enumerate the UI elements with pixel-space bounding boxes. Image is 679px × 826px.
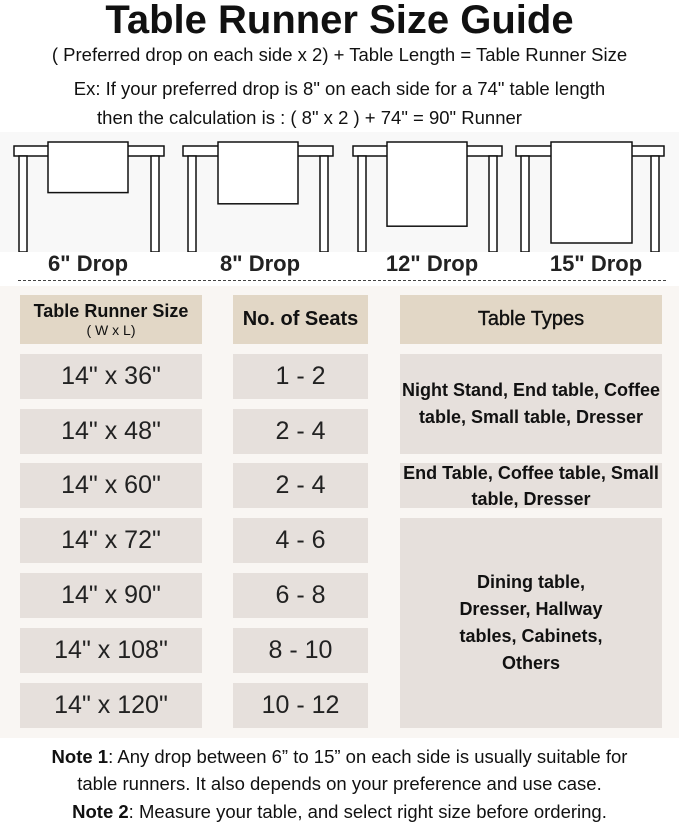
header-size-label: Table Runner Size [33,301,189,321]
header-size-sub: ( W x L) [86,322,136,338]
size-table: Table Runner Size ( W x L) No. of Seats … [0,286,679,738]
types-cell: Night Stand, End table, Coffee table, Sm… [400,354,662,454]
note-1-label: Note 1 [51,746,109,767]
example-line-2: then the calculation is : ( 8" x 2 ) + 7… [97,107,522,128]
types-cell: Dining table, Dresser, Hallway tables, C… [400,518,662,728]
table-with-runner-icon [13,141,165,253]
page-title: Table Runner Size Guide [105,0,574,42]
table-with-runner-icon [182,141,334,253]
seats-cell: 8 - 10 [233,628,368,673]
table-with-runner-icon [515,141,665,253]
drop-label-15: 15" Drop [549,251,643,276]
size-cell: 14" x 90" [20,573,202,618]
header-seats: No. of Seats [233,295,368,344]
formula: ( Preferred drop on each side x 2) + Tab… [51,44,628,65]
size-cell: 14" x 72" [20,518,202,563]
seats-cell: 2 - 4 [233,463,368,508]
seats-cell: 10 - 12 [233,683,368,728]
size-cell: 14" x 60" [20,463,202,508]
example-line-1: Ex: If your preferred drop is 8" on each… [73,78,606,99]
seats-cell: 1 - 2 [233,354,368,399]
table-with-runner-icon [352,141,503,253]
note-1-cont: table runners. It also depends on your p… [77,773,602,794]
note-2-label: Note 2 [72,801,129,822]
header-types: Table Types [400,295,662,344]
header-size: Table Runner Size ( W x L) [20,295,202,344]
drop-illustrations [0,132,679,253]
note-1: Note 1: Any drop between 6” to 15” on ea… [0,746,679,768]
note-2: Note 2: Measure your table, and select r… [0,801,679,823]
drop-label-6: 6" Drop [47,251,129,276]
seats-cell: 2 - 4 [233,409,368,454]
size-cell: 14" x 36" [20,354,202,399]
size-cell: 14" x 120" [20,683,202,728]
note-2-text: : Measure your table, and select right s… [128,801,607,822]
drop-label-8: 8" Drop [219,251,301,276]
seats-cell: 6 - 8 [233,573,368,618]
divider [18,280,666,281]
drop-label-12: 12" Drop [385,251,479,276]
note-1-text: : Any drop between 6” to 15” on each sid… [108,746,628,767]
table-drop-icons [13,141,665,253]
size-cell: 14" x 108" [20,628,202,673]
seats-cell: 4 - 6 [233,518,368,563]
size-cell: 14" x 48" [20,409,202,454]
types-cell: End Table, Coffee table, Small table, Dr… [400,463,662,509]
